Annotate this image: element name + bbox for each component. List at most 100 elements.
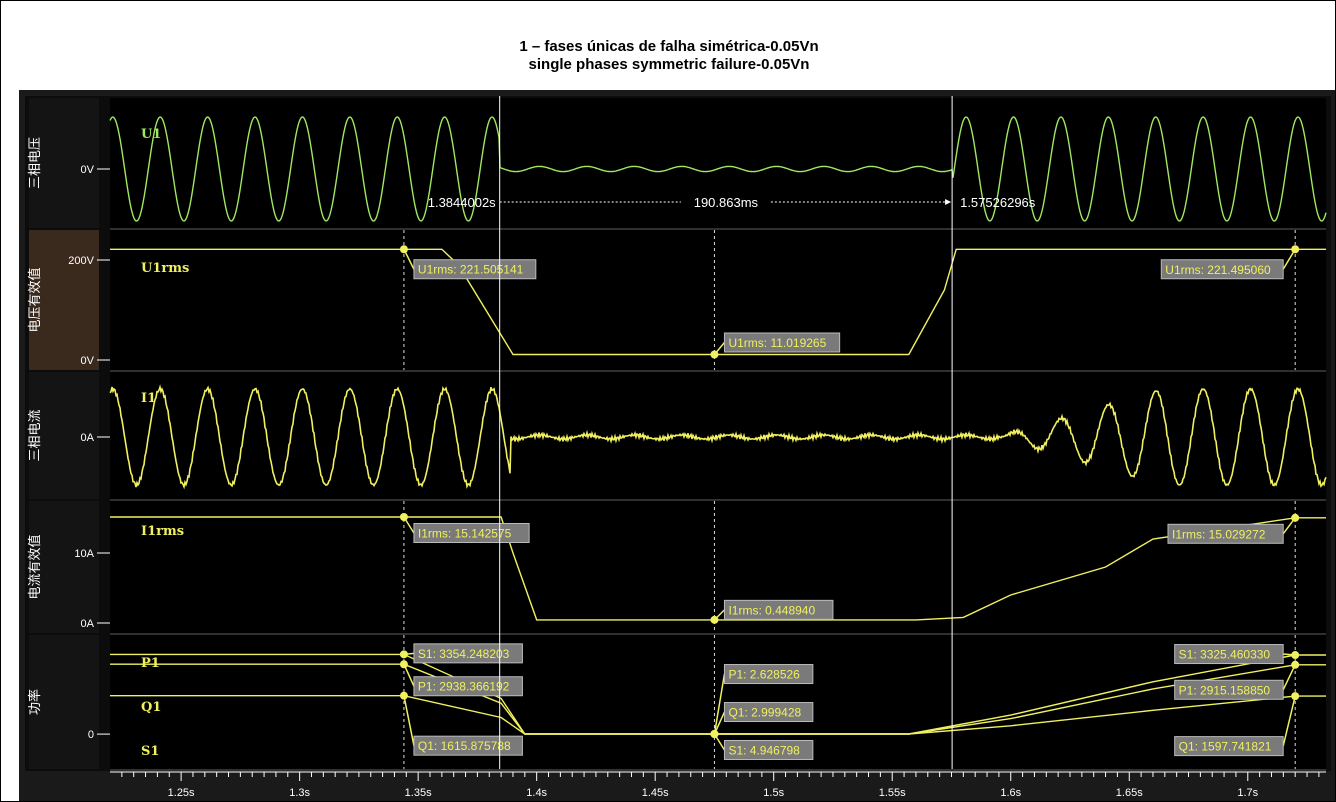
x-tick-label: 1.65s [1116, 787, 1143, 799]
annotation-box [413, 735, 523, 756]
x-tick-label: 1.35s [405, 787, 432, 799]
annotation-text: I1rms: 15.142575 [418, 527, 512, 541]
annotation-power-c1: S1: 3325.460330 [1174, 644, 1300, 665]
annotation-box [1167, 523, 1284, 544]
panel-label-bg [29, 230, 99, 370]
annotation-box [1174, 736, 1284, 757]
annotation-box [413, 523, 530, 544]
u1-trace-label: U1 [141, 127, 161, 142]
panel-label: 功率 [27, 689, 43, 715]
delta-arrow [945, 199, 952, 205]
x-tick-label: 1.4s [526, 787, 547, 799]
u1-trace [109, 116, 1327, 222]
panel-label-bg [29, 372, 99, 499]
i1rms-trace-label: I1rms [141, 524, 184, 539]
annotation-text: Q1: 1615.875788 [418, 739, 511, 753]
annotation-point [399, 245, 408, 254]
y-tick-0a: 0A [81, 432, 95, 444]
annotation-text: P1: 2915.158850 [1179, 683, 1271, 697]
panel-label-bg [29, 635, 99, 769]
panel-label: 电流有效值 [27, 534, 43, 599]
annotation-point [710, 729, 719, 738]
annotation-box [413, 643, 523, 664]
y-tick-200v: 200V [68, 255, 94, 267]
x-tick-label: 1.25s [168, 787, 195, 799]
annotation-leader [403, 695, 415, 746]
annotation-point [399, 691, 408, 700]
x-tick-label: 1.55s [879, 787, 906, 799]
x-tick-label: 1.5s [763, 787, 784, 799]
annotation-u1rms-1: U1rms: 221.505141 [399, 245, 537, 280]
annotation-power-a1: S1: 3354.248203 [399, 643, 523, 664]
panel-label: 电压有效值 [27, 267, 43, 332]
plot-area [110, 230, 1326, 370]
annotation-point [1291, 513, 1300, 522]
annotation-point [710, 350, 719, 359]
x-tick-label: 1.45s [642, 787, 669, 799]
y-tick-0: 0 [88, 729, 94, 741]
annotation-box [413, 676, 523, 697]
i1rms-trace [110, 516, 1326, 621]
chart-title: 1 – fases únicas de falha simétrica-0.05… [519, 38, 819, 55]
annotation-box [723, 702, 814, 723]
plot-area [110, 635, 1326, 769]
annotation-text: Q1: 1597.741821 [1179, 740, 1272, 754]
chart-subtitle: single phases symmetric failure-0.05Vn [528, 56, 810, 73]
annotation-leader [403, 663, 415, 687]
annotation-text: P1: 2938.366192 [418, 680, 510, 694]
annotation-power-c3: Q1: 1597.741821 [1174, 692, 1300, 757]
annotation-point [399, 513, 408, 522]
x-tick-label: 1.3s [289, 787, 310, 799]
annotation-text: S1: 4.946798 [728, 743, 800, 757]
panel-4: 电流有效值 [27, 501, 1326, 635]
annotation-leader [713, 673, 726, 735]
u1rms-trace-label: U1rms [141, 261, 189, 276]
annotation-point [399, 650, 408, 659]
u1rms-trace [110, 248, 1326, 356]
annotation-box [723, 332, 841, 353]
annotation-i1rms-3: I1rms: 15.029272 [1167, 513, 1300, 544]
y-tick-10a: 10A [74, 548, 94, 560]
annotation-leader [1282, 664, 1296, 691]
panel-2: 电压有效值 [27, 230, 1326, 372]
annotation-point [1291, 692, 1300, 701]
annotation-power-b2: Q1: 2.999428 [710, 702, 814, 739]
annotation-power-c2: P1: 2915.158850 [1174, 660, 1300, 700]
q1-trace-label: Q1 [141, 700, 161, 715]
annotation-power-a3: Q1: 1615.875788 [399, 691, 523, 756]
x-axis: 1.25s 1.3s 1.35s 1.4s 1.45s 1.5s 1.55s 1.6s 1.65… [110, 771, 1326, 799]
i1-trace [109, 384, 1327, 490]
annotation-text: Q1: 2.999428 [728, 706, 801, 720]
annotation-power-b1: P1: 2.628526 [710, 664, 814, 739]
p1-trace-label: P1 [141, 656, 160, 671]
annotation-box [1174, 644, 1284, 665]
annotation-point [399, 660, 408, 669]
cursor-start-label: 1.3844002s [428, 195, 496, 210]
annotation-u1rms-3: U1rms: 221.495060 [1160, 245, 1300, 280]
cursor-end-label: 1.57526296s [960, 195, 1036, 210]
delta-label: 190.863ms [694, 195, 759, 210]
annotation-box [413, 259, 537, 280]
annotation-box [1160, 259, 1284, 280]
annotation-text: P1: 2.628526 [728, 668, 800, 682]
q1-trace [110, 695, 1326, 735]
annotation-point [710, 615, 719, 624]
annotation-text: U1rms: 221.505141 [418, 263, 524, 277]
annotation-text: U1rms: 221.495060 [1165, 263, 1271, 277]
annotation-box [723, 664, 814, 685]
panel-label-bg [29, 98, 99, 228]
y-tick-0a-rms: 0A [81, 618, 95, 630]
annotation-power-a2: P1: 2938.366192 [399, 660, 523, 697]
annotation-u1rms-2: U1rms: 11.019265 [710, 332, 841, 359]
panel-1: 三相电压 [28, 98, 1326, 230]
panel-label: 三相电压 [28, 137, 43, 189]
annotation-text: I1rms: 15.029272 [1172, 527, 1266, 541]
annotation-point [1291, 651, 1300, 660]
annotation-power-b3: S1: 4.946798 [710, 729, 814, 760]
annotation-box [723, 599, 834, 620]
annotation-text: I1rms: 0.448940 [728, 603, 815, 617]
annotation-text: S1: 3354.248203 [418, 647, 510, 661]
annotation-point [1291, 660, 1300, 669]
